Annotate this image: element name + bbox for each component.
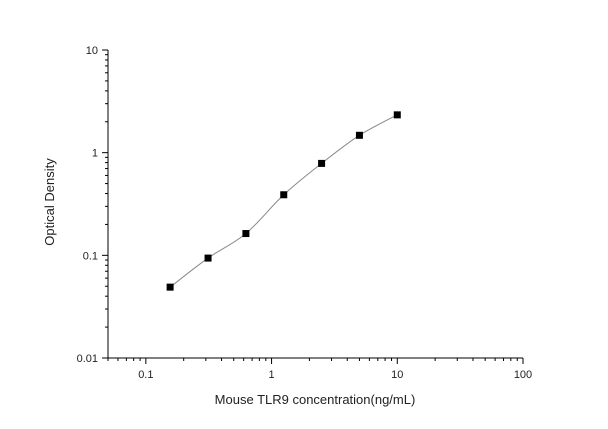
data-points [166, 111, 401, 291]
fit-curve [169, 114, 398, 288]
y-tick-label: 1 [92, 148, 98, 160]
tick-labels: 0.1 1 10 100 0.01 0.1 1 10 [77, 45, 533, 381]
data-point [318, 159, 326, 167]
y-tick-label: 10 [86, 45, 98, 57]
y-tick-label: 0.1 [83, 250, 98, 262]
x-tick-label: 0.1 [138, 369, 153, 381]
y-tick-label: 0.01 [77, 353, 98, 365]
x-tick-label: 100 [514, 369, 532, 381]
data-point [355, 131, 363, 139]
data-point [280, 191, 288, 199]
x-tick-label: 10 [391, 369, 403, 381]
data-point [393, 111, 401, 119]
data-point [166, 283, 174, 291]
axes [102, 49, 524, 364]
data-point [242, 230, 250, 238]
x-tick-label: 1 [269, 369, 275, 381]
y-axis-title: Optical Density [42, 158, 57, 246]
data-point [204, 254, 212, 262]
x-axis-title: Mouse TLR9 concentration(ng/mL) [215, 392, 416, 407]
